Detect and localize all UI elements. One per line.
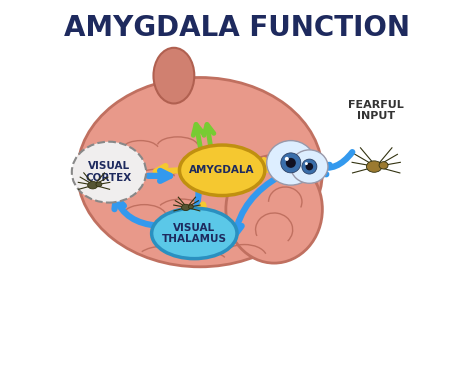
Ellipse shape xyxy=(182,204,190,211)
Text: AMYGDALA: AMYGDALA xyxy=(190,165,255,175)
Ellipse shape xyxy=(96,182,102,187)
Ellipse shape xyxy=(379,162,388,169)
Ellipse shape xyxy=(306,163,313,170)
Text: FEARFUL
INPUT: FEARFUL INPUT xyxy=(348,100,404,121)
Ellipse shape xyxy=(152,208,237,259)
Ellipse shape xyxy=(286,158,296,168)
Ellipse shape xyxy=(77,77,322,267)
Text: VISUAL
THALAMUS: VISUAL THALAMUS xyxy=(162,223,227,244)
Ellipse shape xyxy=(88,181,98,189)
Ellipse shape xyxy=(267,141,315,185)
Ellipse shape xyxy=(72,142,146,203)
Ellipse shape xyxy=(305,162,308,165)
Ellipse shape xyxy=(281,153,301,173)
Ellipse shape xyxy=(285,157,289,161)
Ellipse shape xyxy=(291,150,328,183)
Ellipse shape xyxy=(154,48,194,104)
Ellipse shape xyxy=(180,145,265,196)
Ellipse shape xyxy=(189,205,193,209)
Ellipse shape xyxy=(226,156,322,263)
Ellipse shape xyxy=(302,159,317,174)
Ellipse shape xyxy=(366,161,382,172)
Text: AMYGDALA FUNCTION: AMYGDALA FUNCTION xyxy=(64,14,410,42)
Text: VISUAL
CORTEX: VISUAL CORTEX xyxy=(86,161,132,183)
